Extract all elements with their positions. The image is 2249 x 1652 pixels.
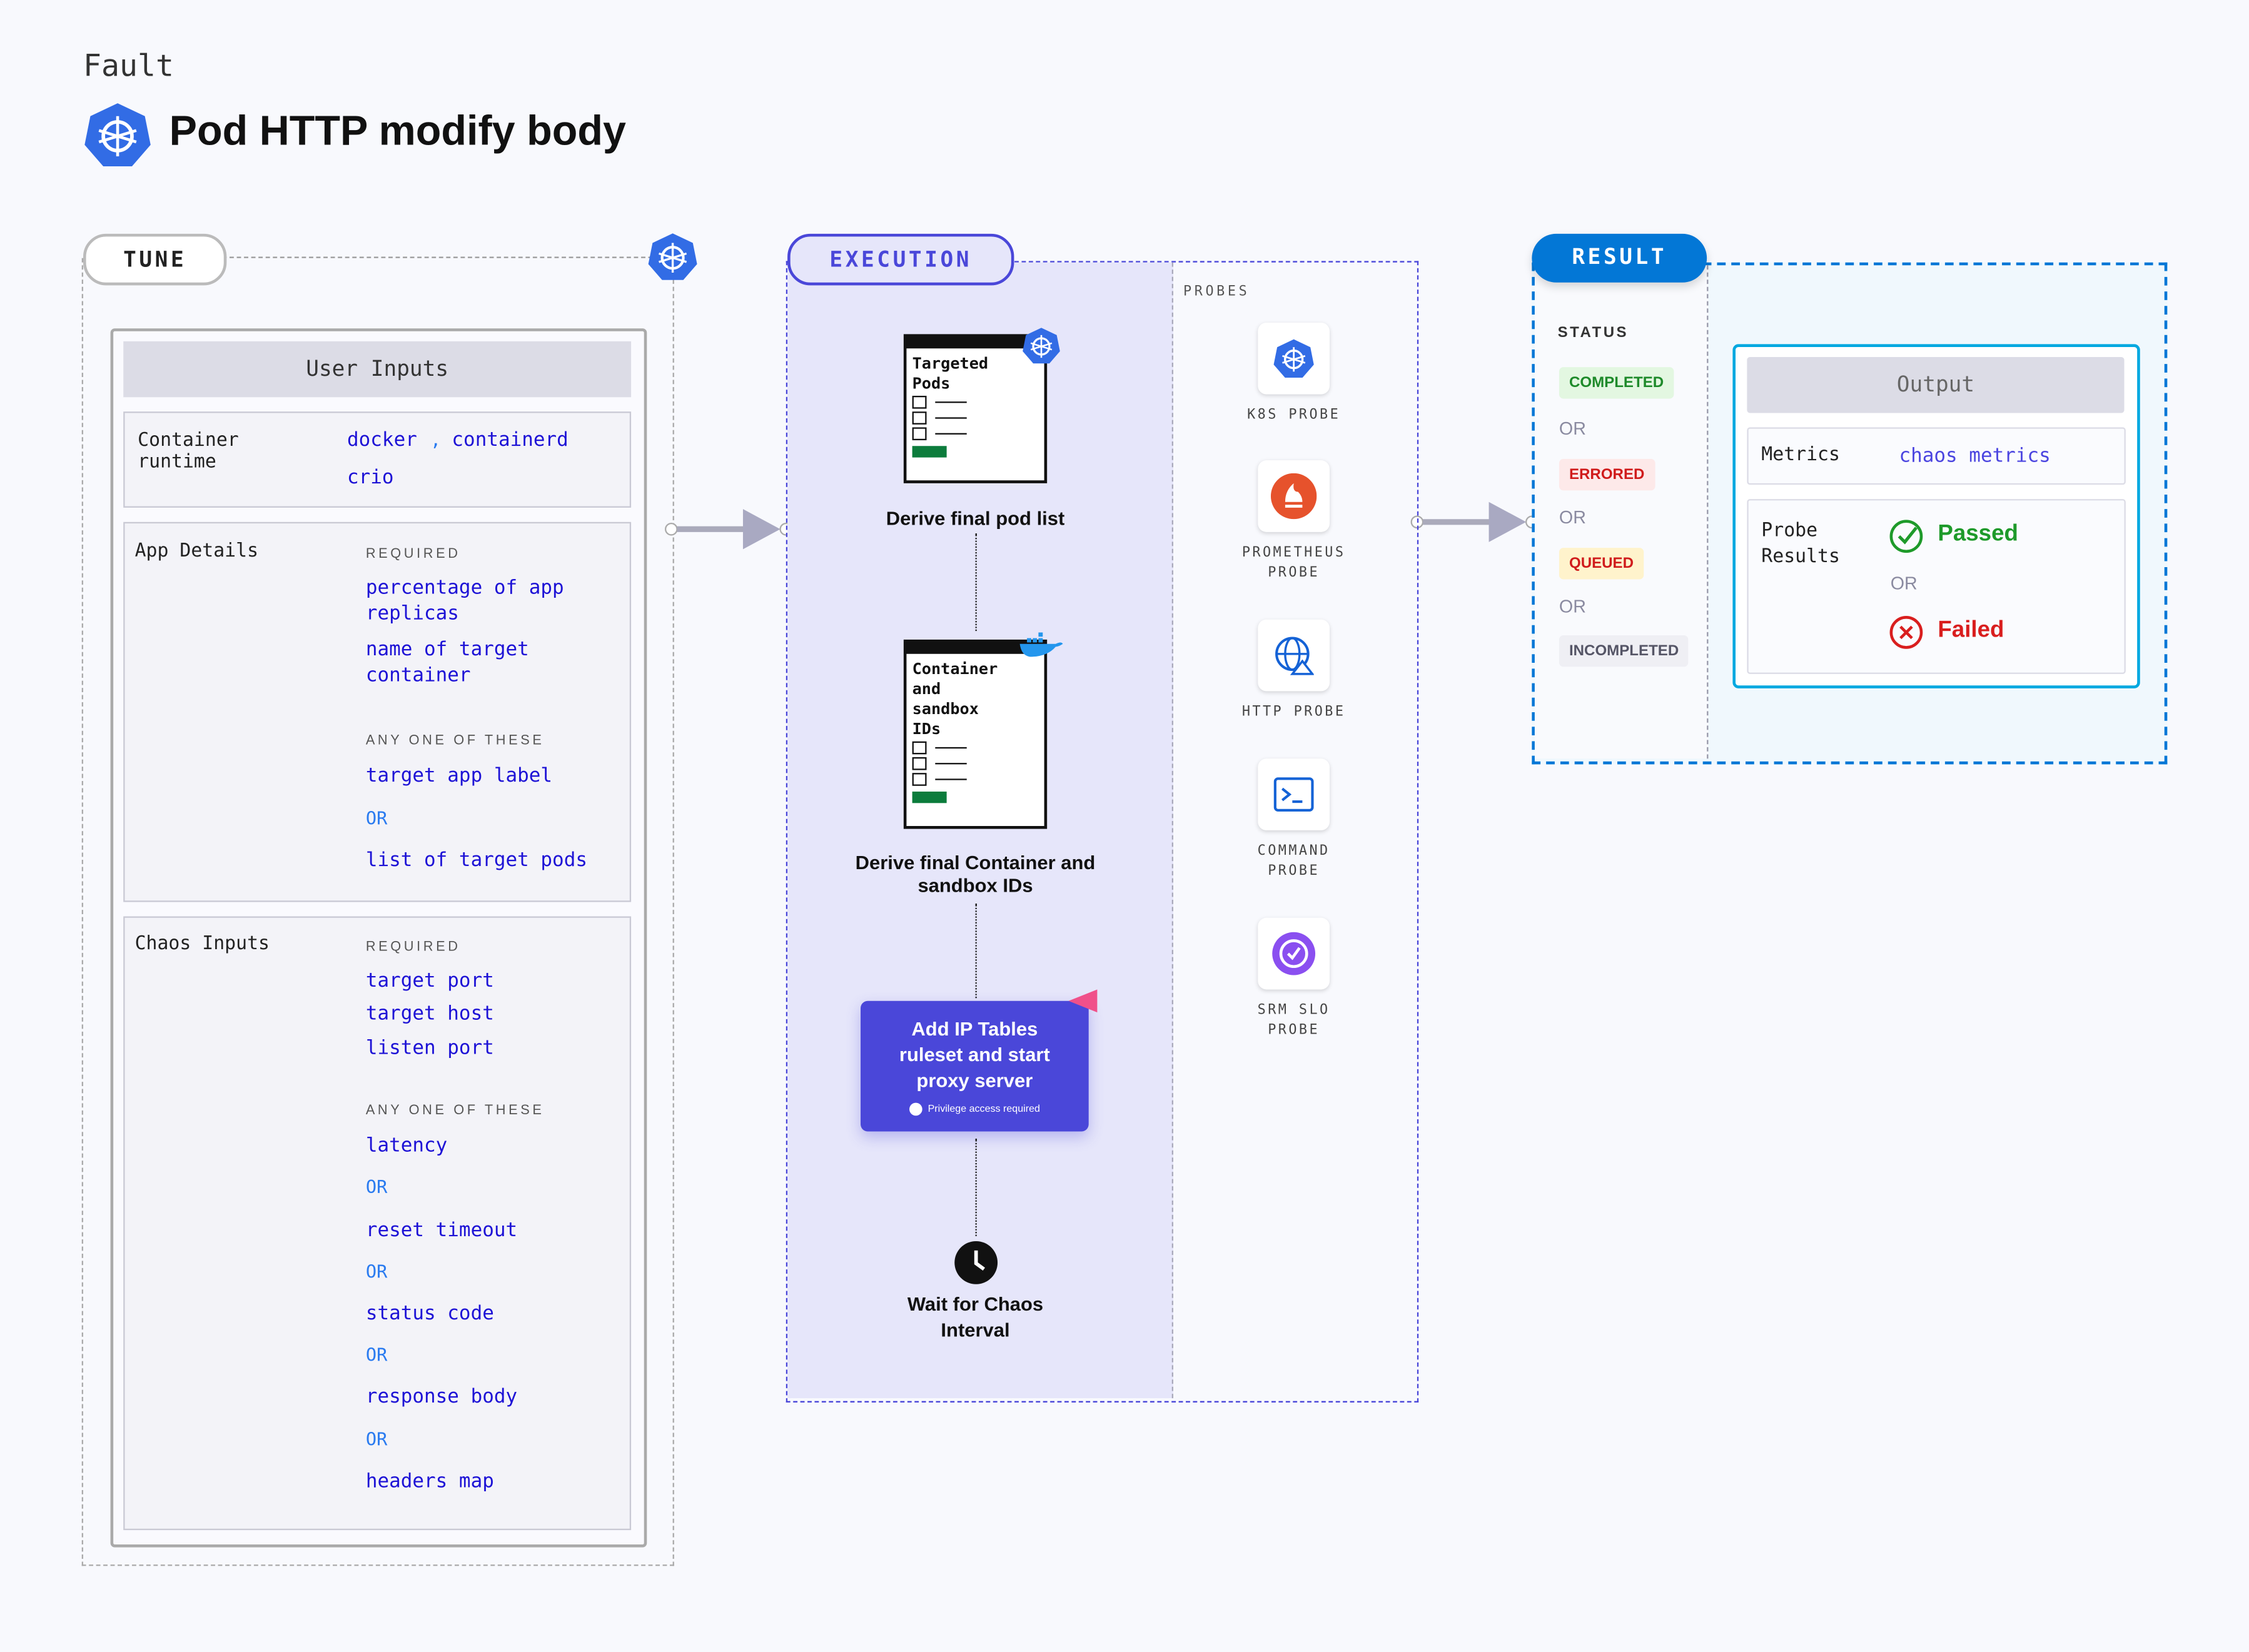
x-circle-icon: [1889, 616, 1923, 649]
required-caption: REQUIRED: [365, 546, 461, 563]
input-latency: latency: [365, 1134, 448, 1157]
probe-prometheus: PROMETHEUS PROBE: [1208, 460, 1380, 583]
prometheus-icon: [1270, 473, 1317, 520]
container-runtime-label: Container runtime: [138, 430, 239, 473]
card-title: Targeted Pods: [912, 354, 989, 393]
card-title: Container and sandbox IDs: [912, 659, 998, 739]
or-label: OR: [1559, 507, 1586, 528]
runtime-crio: crio: [347, 466, 394, 490]
input-percentage-replicas: percentage of app replicas: [365, 576, 564, 625]
page-title: Pod HTTP modify body: [169, 109, 626, 155]
passed-label: Passed: [1938, 521, 2018, 546]
input-listen-port: listen port: [365, 1037, 494, 1060]
arrow-tune-to-execution: [664, 509, 793, 550]
output-title: Output: [1747, 357, 2125, 413]
input-target-pods: list of target pods: [365, 849, 588, 872]
required-caption: REQUIRED: [365, 939, 461, 955]
status-label: STATUS: [1557, 324, 1629, 341]
probe-results-row: [1747, 499, 2126, 674]
any-caption: ANY ONE OF THESE: [365, 1102, 545, 1119]
tune-divider: [222, 256, 653, 258]
probe-command: COMMAND PROBE: [1208, 758, 1380, 882]
any-caption: ANY ONE OF THESE: [365, 732, 545, 749]
or-label: OR: [365, 1428, 388, 1450]
step-caption: Derive final Container and sandbox IDs: [855, 852, 1096, 897]
step-caption: Wait for Chaos Interval: [907, 1293, 1044, 1341]
chaos-inputs-label: Chaos Inputs: [134, 934, 270, 955]
connector: [975, 903, 977, 999]
result-label: RESULT: [1532, 233, 1707, 283]
terminal-icon: [1273, 777, 1314, 812]
input-reset-timeout: reset timeout: [365, 1219, 518, 1242]
kubernetes-icon: [648, 233, 697, 280]
or-label: OR: [365, 1343, 388, 1366]
input-target-app-label: target app label: [365, 764, 553, 788]
globe-icon: [1275, 637, 1314, 675]
clock-icon: [954, 1241, 998, 1284]
or-label: OR: [1559, 418, 1586, 439]
input-response-body: response body: [365, 1385, 518, 1409]
or-label: OR: [365, 1176, 388, 1197]
user-inputs-title: User Inputs: [123, 341, 632, 398]
runtime-docker: docker: [347, 428, 417, 452]
input-headers-map: headers map: [365, 1469, 494, 1493]
input-status-code: status code: [365, 1302, 494, 1326]
probes-label: PROBES: [1183, 284, 1250, 300]
kubernetes-icon: [1273, 339, 1314, 378]
metrics-row: [1747, 427, 2126, 485]
kubernetes-icon: [1023, 328, 1060, 364]
runtime-separator: ,: [430, 428, 442, 451]
lock-icon: [909, 1102, 922, 1116]
app-details-label: App Details: [134, 540, 259, 563]
app-details-panel: [123, 521, 632, 902]
tune-label: TUNE: [83, 233, 227, 286]
step-title: Add IP Tables ruleset and start proxy se…: [899, 1018, 1050, 1092]
or-label: OR: [1890, 573, 1918, 594]
tune-frame: [81, 258, 674, 1566]
metrics-label: Metrics: [1761, 444, 1840, 466]
harness-icon: [1068, 989, 1098, 1013]
container-ids-card: Container and sandbox IDs: [903, 639, 1048, 829]
arrow-execution-to-result: [1410, 501, 1539, 542]
kicker: Fault: [83, 48, 174, 84]
probe-results-label: Probe Results: [1761, 520, 1840, 568]
status-errored: ERRORED: [1559, 458, 1655, 491]
execution-frame: [786, 261, 1419, 1403]
check-circle-icon: [1889, 520, 1923, 553]
input-target-container: name of target container: [365, 638, 529, 687]
probe-http: HTTP PROBE: [1208, 619, 1380, 723]
proxy-step-box: Add IP Tables ruleset and start proxy se…: [861, 1000, 1089, 1132]
or-label: OR: [365, 807, 388, 829]
privilege-note: Privilege access required: [927, 1104, 1040, 1115]
connector: [975, 533, 977, 632]
targeted-pods-card: Targeted Pods: [903, 334, 1048, 483]
status-column: [1534, 265, 1709, 759]
kubernetes-icon: [84, 103, 151, 167]
runtime-containerd: containerd: [452, 428, 569, 452]
or-label: OR: [365, 1260, 388, 1282]
step-caption: Derive final pod list: [886, 507, 1065, 530]
slo-icon: [1272, 932, 1316, 975]
docker-icon: [1019, 632, 1063, 657]
connector: [975, 1138, 977, 1236]
chaos-inputs-panel: [123, 916, 632, 1531]
status-completed: COMPLETED: [1559, 367, 1674, 399]
input-target-port: target port: [365, 969, 494, 993]
failed-label: Failed: [1938, 618, 2004, 643]
or-label: OR: [1559, 597, 1586, 617]
status-queued: QUEUED: [1559, 548, 1644, 580]
container-runtime-panel: [123, 411, 632, 508]
status-incompleted: INCOMPLETED: [1559, 635, 1689, 667]
probe-srm-slo: SRM SLO PROBE: [1208, 917, 1380, 1041]
input-target-host: target host: [365, 1002, 494, 1025]
execution-label: EXECUTION: [787, 233, 1014, 286]
probe-k8s: K8S PROBE: [1208, 323, 1380, 426]
metrics-value: chaos metrics: [1899, 444, 2051, 468]
